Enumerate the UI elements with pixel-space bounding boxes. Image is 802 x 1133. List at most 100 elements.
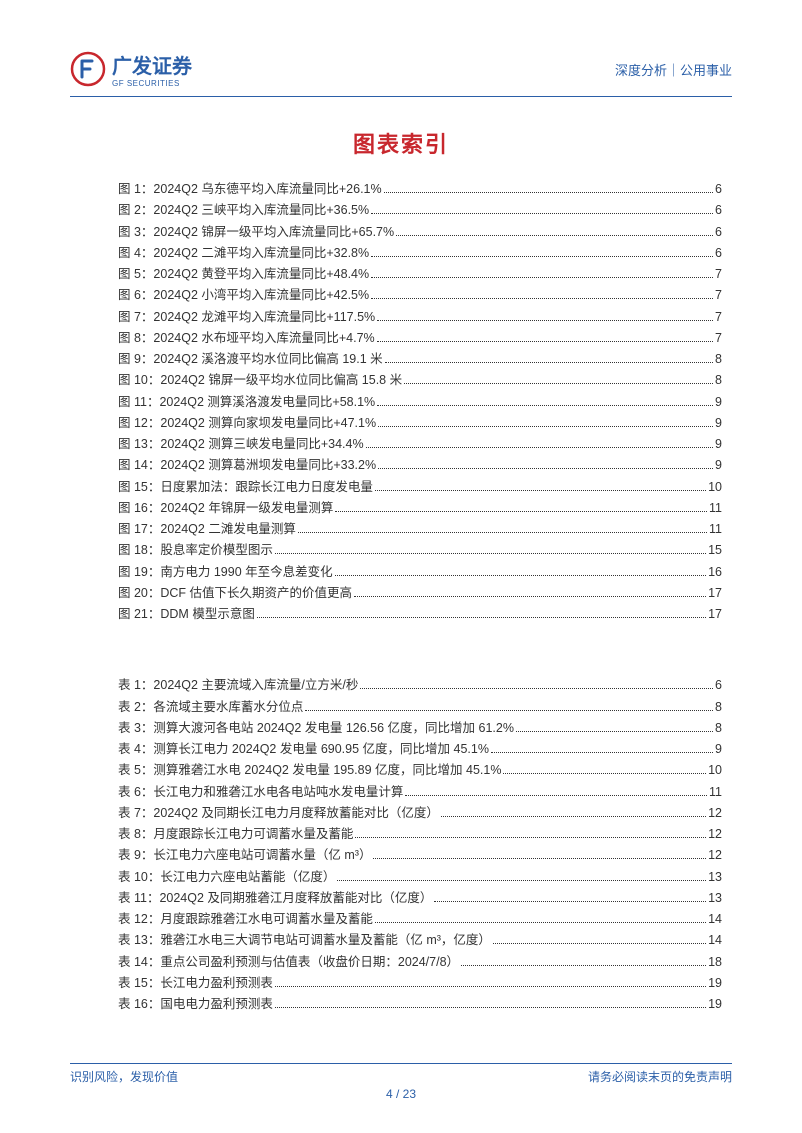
toc-page-number: 8 bbox=[715, 697, 722, 718]
footer-left-text: 识别风险，发现价值 bbox=[70, 1068, 178, 1085]
toc-item: 图 10：2024Q2 锦屏一级平均水位同比偏高 15.8 米8 bbox=[118, 370, 722, 391]
tables-toc-list: 表 1：2024Q2 主要流域入库流量/立方米/秒6表 2：各流域主要水库蓄水分… bbox=[70, 675, 732, 1015]
figures-toc-list: 图 1：2024Q2 乌东德平均入库流量同比+26.1% 6 图 2：2024Q2 … bbox=[70, 179, 732, 625]
toc-item: 图 8：2024Q2 水布垭平均入库流量同比+4.7%7 bbox=[118, 328, 722, 349]
toc-leader-dots bbox=[375, 922, 706, 923]
toc-leader-dots bbox=[434, 901, 706, 902]
toc-page-number: 17 bbox=[708, 604, 722, 625]
toc-entry-label: 图 3：2024Q2 锦屏一级平均入库流量同比+65.7% bbox=[118, 222, 394, 243]
toc-page-number: 17 bbox=[708, 583, 722, 604]
toc-page-number: 15 bbox=[708, 540, 722, 561]
toc-leader-dots bbox=[377, 341, 713, 342]
toc-entry-label: 图 21：DDM 模型示意图 bbox=[118, 604, 255, 625]
toc-leader-dots bbox=[378, 426, 713, 427]
footer-page-number: 4 / 23 bbox=[70, 1087, 732, 1101]
toc-item: 图 15：日度累加法：跟踪长江电力日度发电量10 bbox=[118, 477, 722, 498]
toc-entry-label: 表 2：各流域主要水库蓄水分位点 bbox=[118, 697, 303, 718]
toc-page-number: 11 bbox=[709, 782, 722, 803]
toc-leader-dots bbox=[377, 405, 713, 406]
toc-leader-dots bbox=[305, 710, 713, 711]
toc-leader-dots bbox=[378, 468, 713, 469]
logo-text-block: 广发证券 GF SECURITIES bbox=[112, 50, 192, 88]
toc-page-number: 12 bbox=[708, 824, 722, 845]
toc-page-number: 12 bbox=[708, 803, 722, 824]
toc-item: 图 5：2024Q2 黄登平均入库流量同比+48.4%7 bbox=[118, 264, 722, 285]
toc-leader-dots bbox=[371, 213, 713, 214]
toc-item: 图 7：2024Q2 龙滩平均入库流量同比+117.5%7 bbox=[118, 307, 722, 328]
toc-entry-label: 表 6：长江电力和雅砻江水电各电站吨水发电量计算 bbox=[118, 782, 403, 803]
toc-leader-dots bbox=[405, 795, 707, 796]
toc-page-number: 13 bbox=[708, 867, 722, 888]
toc-entry-label: 表 8：月度跟踪长江电力可调蓄水量及蓄能 bbox=[118, 824, 353, 845]
toc-entry-label: 表 15：长江电力盈利预测表 bbox=[118, 973, 273, 994]
toc-leader-dots bbox=[375, 490, 706, 491]
toc-page-number: 12 bbox=[708, 845, 722, 866]
toc-page-number: 13 bbox=[708, 888, 722, 909]
toc-entry-label: 表 10：长江电力六座电站蓄能（亿度） bbox=[118, 867, 335, 888]
toc-item: 图 18：股息率定价模型图示 15 bbox=[118, 540, 722, 561]
section-gap bbox=[70, 625, 732, 675]
toc-entry-label: 表 3：测算大渡河各电站 2024Q2 发电量 126.56 亿度，同比增加 6… bbox=[118, 718, 514, 739]
toc-item: 图 13：2024Q2 测算三峡发电量同比+34.4%9 bbox=[118, 434, 722, 455]
toc-entry-label: 图 2：2024Q2 三峡平均入库流量同比+36.5% bbox=[118, 200, 369, 221]
toc-page-number: 7 bbox=[715, 307, 722, 328]
toc-entry-label: 图 20：DCF 估值下长久期资产的价值更高 bbox=[118, 583, 352, 604]
toc-entry-label: 图 16：2024Q2 年锦屏一级发电量测算 bbox=[118, 498, 333, 519]
toc-item: 图 1：2024Q2 乌东德平均入库流量同比+26.1% 6 bbox=[118, 179, 722, 200]
toc-leader-dots bbox=[516, 731, 713, 732]
toc-leader-dots bbox=[491, 752, 713, 753]
toc-item: 图 16：2024Q2 年锦屏一级发电量测算11 bbox=[118, 498, 722, 519]
toc-entry-label: 图 1：2024Q2 乌东德平均入库流量同比+26.1% bbox=[118, 179, 382, 200]
toc-entry-label: 表 11：2024Q2 及同期雅砻江月度释放蓄能对比（亿度） bbox=[118, 888, 432, 909]
toc-leader-dots bbox=[355, 837, 706, 838]
toc-item: 表 15：长江电力盈利预测表 19 bbox=[118, 973, 722, 994]
toc-item: 图 11：2024Q2 测算溪洛渡发电量同比+58.1%9 bbox=[118, 392, 722, 413]
toc-entry-label: 图 10：2024Q2 锦屏一级平均水位同比偏高 15.8 米 bbox=[118, 370, 402, 391]
toc-entry-label: 表 12：月度跟踪雅砻江水电可调蓄水量及蓄能 bbox=[118, 909, 373, 930]
toc-entry-label: 图 5：2024Q2 黄登平均入库流量同比+48.4% bbox=[118, 264, 369, 285]
toc-leader-dots bbox=[275, 986, 706, 987]
toc-leader-dots bbox=[335, 575, 706, 576]
toc-page-number: 9 bbox=[715, 434, 722, 455]
header-category: 深度分析｜公用事业 bbox=[615, 60, 732, 79]
toc-item: 表 10：长江电力六座电站蓄能（亿度） 13 bbox=[118, 867, 722, 888]
logo-cn: 广发证券 bbox=[112, 50, 192, 79]
toc-page-number: 6 bbox=[715, 179, 722, 200]
toc-leader-dots bbox=[503, 773, 706, 774]
toc-entry-label: 表 7：2024Q2 及同期长江电力月度释放蓄能对比（亿度） bbox=[118, 803, 439, 824]
toc-leader-dots bbox=[275, 1007, 706, 1008]
toc-entry-label: 表 13：雅砻江水电三大调节电站可调蓄水量及蓄能（亿 m³，亿度） bbox=[118, 930, 491, 951]
toc-entry-label: 图 19：南方电力 1990 年至今息差变化 bbox=[118, 562, 333, 583]
toc-item: 表 9：长江电力六座电站可调蓄水量（亿 m³）12 bbox=[118, 845, 722, 866]
toc-entry-label: 图 9：2024Q2 溪洛渡平均水位同比偏高 19.1 米 bbox=[118, 349, 383, 370]
toc-item: 图 12：2024Q2 测算向家坝发电量同比+47.1%9 bbox=[118, 413, 722, 434]
toc-page-number: 16 bbox=[708, 562, 722, 583]
page-footer: 识别风险，发现价值 请务必阅读末页的免责声明 4 / 23 bbox=[70, 1063, 732, 1101]
toc-item: 表 8：月度跟踪长江电力可调蓄水量及蓄能 12 bbox=[118, 824, 722, 845]
toc-leader-dots bbox=[493, 943, 706, 944]
toc-item: 表 11：2024Q2 及同期雅砻江月度释放蓄能对比（亿度） 13 bbox=[118, 888, 722, 909]
toc-page-number: 7 bbox=[715, 285, 722, 306]
gf-logo-icon bbox=[70, 51, 106, 87]
toc-item: 表 1：2024Q2 主要流域入库流量/立方米/秒6 bbox=[118, 675, 722, 696]
toc-item: 表 16：国电电力盈利预测表 19 bbox=[118, 994, 722, 1015]
toc-page-number: 11 bbox=[709, 519, 722, 540]
toc-entry-label: 表 16：国电电力盈利预测表 bbox=[118, 994, 273, 1015]
toc-page-number: 19 bbox=[708, 994, 722, 1015]
toc-entry-label: 图 18：股息率定价模型图示 bbox=[118, 540, 273, 561]
toc-leader-dots bbox=[461, 965, 706, 966]
toc-page-number: 9 bbox=[715, 392, 722, 413]
toc-item: 表 7：2024Q2 及同期长江电力月度释放蓄能对比（亿度） 12 bbox=[118, 803, 722, 824]
toc-item: 表 2：各流域主要水库蓄水分位点 8 bbox=[118, 697, 722, 718]
toc-entry-label: 图 4：2024Q2 二滩平均入库流量同比+32.8% bbox=[118, 243, 369, 264]
toc-entry-label: 图 14：2024Q2 测算葛洲坝发电量同比+33.2% bbox=[118, 455, 376, 476]
toc-page-number: 19 bbox=[708, 973, 722, 994]
toc-leader-dots bbox=[404, 383, 713, 384]
toc-leader-dots bbox=[373, 858, 706, 859]
toc-page-number: 18 bbox=[708, 952, 722, 973]
toc-entry-label: 图 12：2024Q2 测算向家坝发电量同比+47.1% bbox=[118, 413, 376, 434]
toc-leader-dots bbox=[366, 447, 713, 448]
toc-item: 表 4：测算长江电力 2024Q2 发电量 690.95 亿度，同比增加 45.… bbox=[118, 739, 722, 760]
toc-entry-label: 表 5：测算雅砻江水电 2024Q2 发电量 195.89 亿度，同比增加 45… bbox=[118, 760, 501, 781]
page-container: 广发证券 GF SECURITIES 深度分析｜公用事业 图表索引 图 1：20… bbox=[0, 0, 802, 1133]
